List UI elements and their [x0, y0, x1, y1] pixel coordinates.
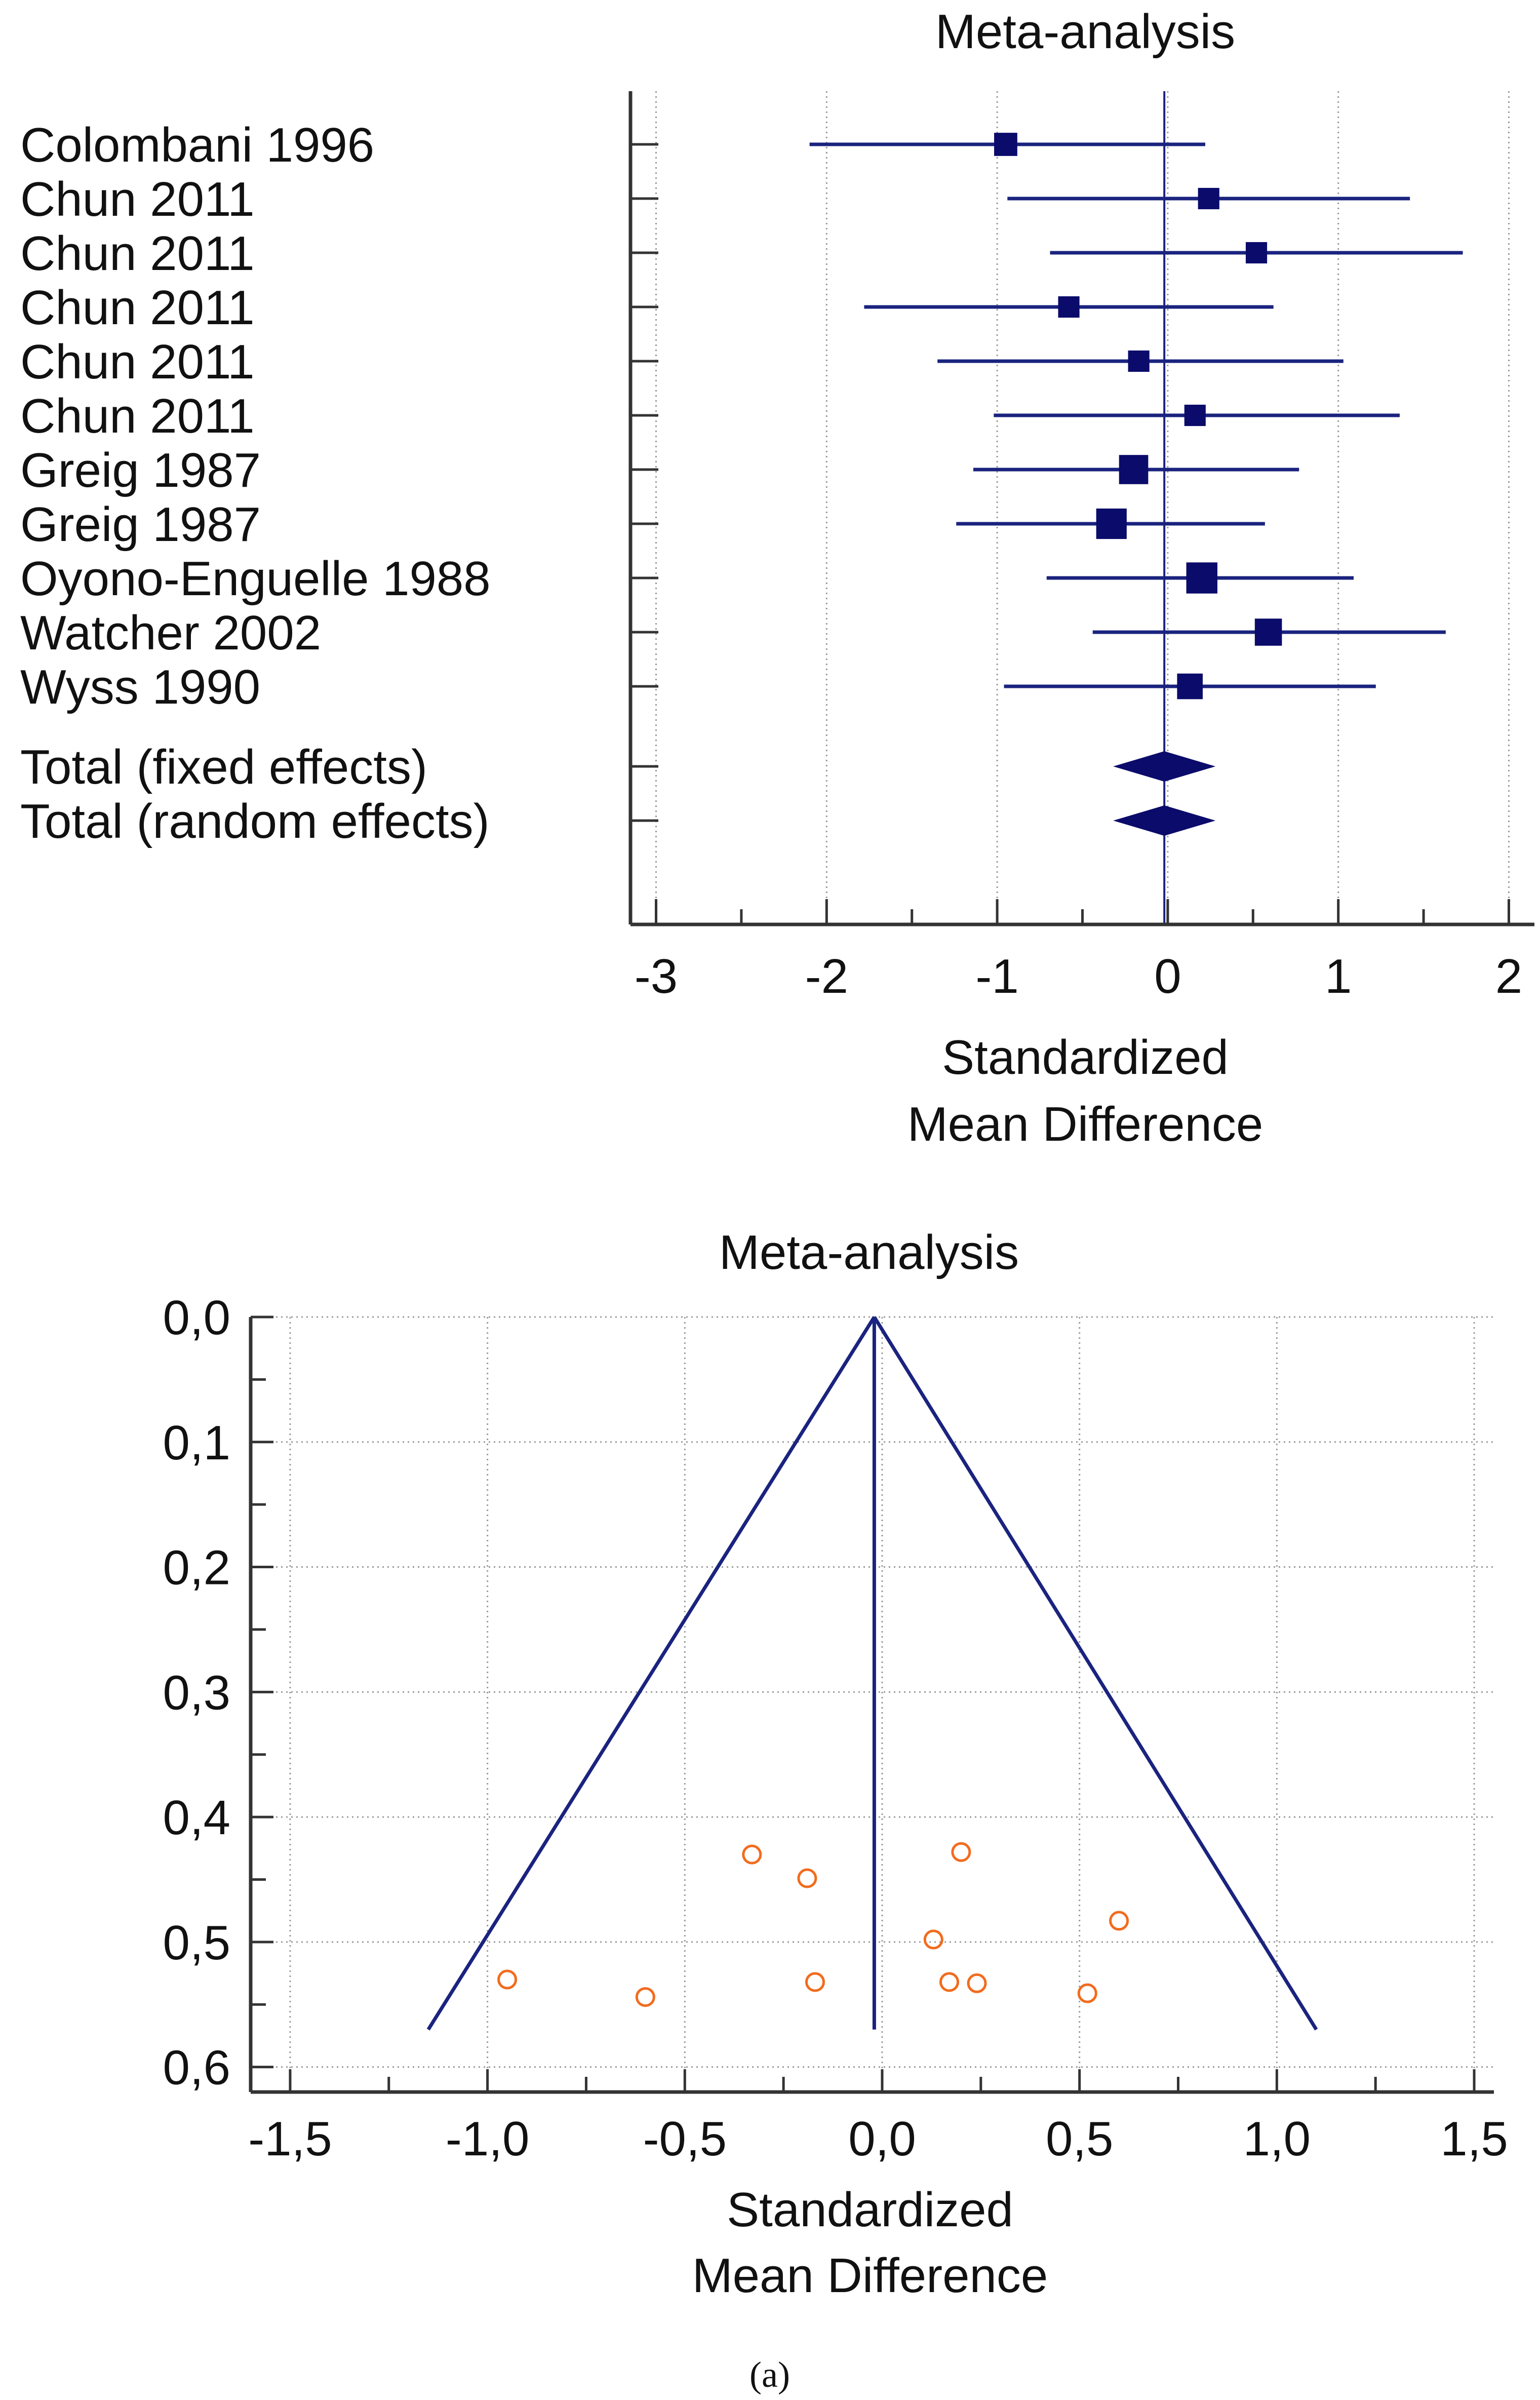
forest-plot: Meta-analysis -3 -2 -1 0 1 2 Colombani 1996Ch… — [20, 5, 1534, 1151]
funnel-y-tick-label: 0,5 — [163, 1916, 230, 1970]
forest-x-tick-label: -2 — [805, 949, 848, 1003]
forest-effect-marker — [1254, 618, 1282, 646]
funnel-x-tick-label: 1,0 — [1243, 2112, 1311, 2166]
forest-markers — [994, 133, 1282, 700]
funnel-grid — [251, 1316, 1494, 2092]
forest-x-ticks — [655, 899, 1510, 924]
forest-study-label: Colombani 1996 — [20, 118, 374, 172]
funnel-xlabel-line2: Mean Difference — [692, 2249, 1048, 2303]
funnel-y-ticks — [251, 1315, 273, 2069]
forest-total-label: Total (random effects) — [20, 794, 490, 848]
funnel-left-boundary — [426, 1316, 876, 2031]
forest-row-ticks — [630, 143, 658, 822]
funnel-y-tick-label: 0,4 — [163, 1791, 230, 1845]
forest-xlabel-line1: Standardized — [942, 1030, 1229, 1085]
funnel-study-point — [923, 1929, 943, 1950]
forest-effect-marker — [1245, 242, 1268, 264]
forest-title: Meta-analysis — [935, 5, 1235, 59]
forest-effect-marker — [994, 133, 1017, 156]
funnel-study-point — [497, 1969, 518, 1990]
forest-study-label: Watcher 2002 — [20, 606, 321, 660]
forest-effect-marker — [1058, 296, 1080, 318]
forest-effect-marker — [1184, 404, 1206, 427]
funnel-x-tick-label: 0,0 — [848, 2112, 916, 2166]
forest-effect-marker — [1096, 508, 1127, 539]
forest-grid — [655, 91, 1510, 924]
forest-study-label: Greig 1987 — [20, 497, 261, 552]
forest-effect-marker — [1119, 455, 1149, 484]
funnel-y-tick-labels: 0,0 0,1 0,2 0,3 0,4 0,5 0,6 — [163, 1291, 230, 2095]
forest-total-label: Total (fixed effects) — [20, 740, 427, 794]
forest-x-tick-label: 1 — [1325, 949, 1352, 1003]
funnel-x-tick-label: -1,5 — [248, 2112, 332, 2166]
funnel-x-tick-labels: -1,5 -1,0 -0,5 0,0 0,5 1,0 1,5 — [248, 2112, 1508, 2166]
forest-effect-marker — [1198, 187, 1219, 210]
forest-study-label: Chun 2011 — [20, 389, 255, 443]
funnel-study-point — [805, 1972, 825, 1992]
funnel-y-tick-label: 0,3 — [163, 1666, 230, 1720]
funnel-axes — [249, 1317, 1494, 2094]
funnel-x-tick-label: 0,5 — [1046, 2112, 1113, 2166]
forest-total-diamond — [1113, 751, 1216, 782]
funnel-plot: Meta-analysis 0,0 0,1 0,2 0,3 0,4 0,5 0,6 -1,5… — [163, 1225, 1508, 2303]
forest-x-tick-label: -1 — [975, 949, 1018, 1003]
forest-effect-marker — [1128, 350, 1150, 372]
forest-x-tick-label: 2 — [1495, 949, 1522, 1003]
funnel-y-tick-label: 0,1 — [163, 1416, 230, 1470]
figure-caption: (a) — [749, 2354, 790, 2395]
forest-study-label: Chun 2011 — [20, 335, 255, 389]
funnel-study-point — [967, 1973, 987, 1993]
funnel-xlabel-line1: Standardized — [727, 2183, 1013, 2237]
forest-axes — [628, 91, 1534, 926]
funnel-study-point — [1109, 1911, 1129, 1931]
forest-total-diamonds — [1113, 751, 1216, 836]
funnel-study-point — [951, 1842, 971, 1862]
forest-total-diamond — [1113, 805, 1216, 836]
forest-study-label: Greig 1987 — [20, 443, 261, 497]
funnel-points — [497, 1842, 1129, 2007]
funnel-y-tick-label: 0,2 — [163, 1541, 230, 1595]
funnel-title: Meta-analysis — [719, 1225, 1019, 1280]
funnel-y-tick-label: 0,6 — [163, 2041, 230, 2095]
funnel-x-tick-label: 1,5 — [1440, 2112, 1508, 2166]
funnel-lines — [426, 1316, 1318, 2031]
funnel-x-tick-label: -1,0 — [446, 2112, 529, 2166]
funnel-right-boundary — [873, 1316, 1318, 2031]
funnel-study-point — [1077, 1983, 1097, 2003]
forest-ci-lines — [809, 142, 1463, 688]
funnel-x-ticks — [289, 2069, 1476, 2092]
funnel-study-point — [939, 1972, 959, 1992]
forest-study-label: Chun 2011 — [20, 281, 255, 335]
forest-study-label: Oyono-Enguelle 1988 — [20, 552, 491, 606]
funnel-x-tick-label: -0,5 — [643, 2112, 727, 2166]
funnel-study-point — [797, 1868, 817, 1888]
forest-xlabel-line2: Mean Difference — [907, 1097, 1263, 1151]
forest-study-label: Wyss 1990 — [20, 660, 260, 714]
forest-x-tick-label: 0 — [1154, 949, 1181, 1003]
forest-study-label: Chun 2011 — [20, 172, 255, 226]
forest-study-label: Chun 2011 — [20, 226, 255, 281]
funnel-study-point — [742, 1844, 762, 1865]
forest-effect-marker — [1186, 562, 1217, 594]
forest-x-tick-labels: -3 -2 -1 0 1 2 — [635, 949, 1522, 1003]
forest-effect-marker — [1177, 673, 1203, 700]
funnel-study-point — [635, 1987, 655, 2007]
forest-x-tick-label: -3 — [635, 949, 678, 1003]
funnel-y-tick-label: 0,0 — [163, 1291, 230, 1345]
